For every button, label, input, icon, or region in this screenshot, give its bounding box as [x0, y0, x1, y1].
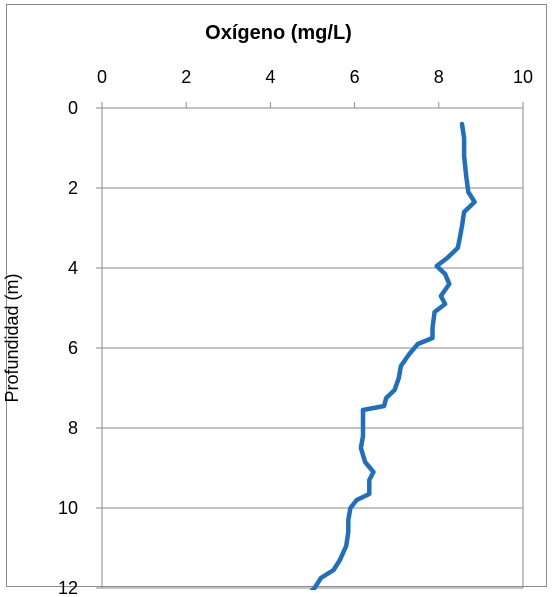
- y-tick-label-10: 10: [58, 498, 78, 518]
- y-tick-label-0: 0: [68, 98, 78, 118]
- x-tick-label-0: 0: [97, 67, 107, 87]
- y-tick-label-6: 6: [68, 338, 78, 358]
- x-tick-label-6: 6: [350, 67, 360, 87]
- tick-labels: 0 2 4 6 8 10 0 2 4 6 8 10 12 Profundidad (m): [2, 67, 533, 597]
- chart-frame: [6, 4, 547, 587]
- y-tick-label-12: 12: [58, 578, 78, 597]
- x-tick-label-2: 2: [181, 67, 191, 87]
- axes: [96, 102, 524, 589]
- series-line-0: [309, 121, 477, 590]
- chart-title: Oxígeno (mg/L): [205, 22, 352, 44]
- y-tick-label-8: 8: [68, 418, 78, 438]
- x-tick-label-10: 10: [513, 67, 533, 87]
- y-axis-title: Profundidad (m): [2, 273, 22, 402]
- x-tick-label-4: 4: [265, 67, 275, 87]
- y-tick-label-4: 4: [68, 258, 78, 278]
- y-tick-label-2: 2: [68, 178, 78, 198]
- data-layer: [309, 121, 477, 590]
- x-tick-label-8: 8: [434, 67, 444, 87]
